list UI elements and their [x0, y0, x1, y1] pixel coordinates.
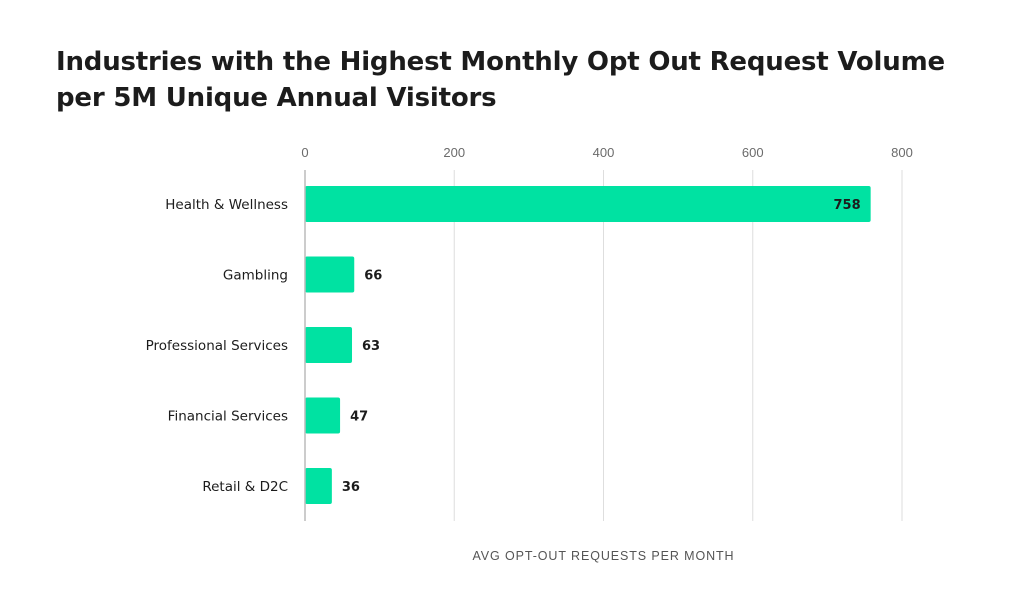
bar-3 — [305, 397, 341, 434]
bar-1 — [305, 256, 355, 293]
category-label-2: Professional Services — [146, 338, 288, 354]
category-label-1: Gambling — [223, 268, 288, 284]
category-labels: Health & Wellness Gambling Professional Se… — [146, 197, 288, 495]
x-tick-label-600: 600 — [742, 145, 764, 160]
value-label-1: 66 — [364, 269, 382, 284]
bar-0 — [305, 186, 871, 222]
x-tick-label-400: 400 — [593, 145, 615, 160]
value-label-3: 47 — [350, 410, 368, 425]
value-label-0: 758 — [834, 198, 861, 213]
x-axis-title: AVG OPT-OUT REQUESTS PER MONTH — [473, 549, 735, 563]
bar-2 — [305, 327, 353, 363]
value-label-4: 36 — [342, 480, 360, 495]
category-label-0: Health & Wellness — [165, 197, 288, 213]
x-tick-label-200: 200 — [443, 145, 465, 160]
x-tick-label-800: 800 — [891, 145, 913, 160]
bar-4 — [305, 468, 332, 504]
chart-title: Industries with the Highest Monthly Opt … — [56, 47, 945, 113]
category-label-4: Retail & D2C — [202, 479, 288, 495]
bars — [305, 186, 871, 504]
gridlines — [453, 170, 903, 521]
value-label-2: 63 — [362, 339, 380, 354]
x-axis-ticks: 0 200 400 600 800 — [301, 145, 912, 160]
category-label-3: Financial Services — [168, 409, 288, 425]
x-tick-label-0: 0 — [301, 145, 308, 160]
value-labels: 758 66 63 47 36 — [342, 198, 861, 495]
